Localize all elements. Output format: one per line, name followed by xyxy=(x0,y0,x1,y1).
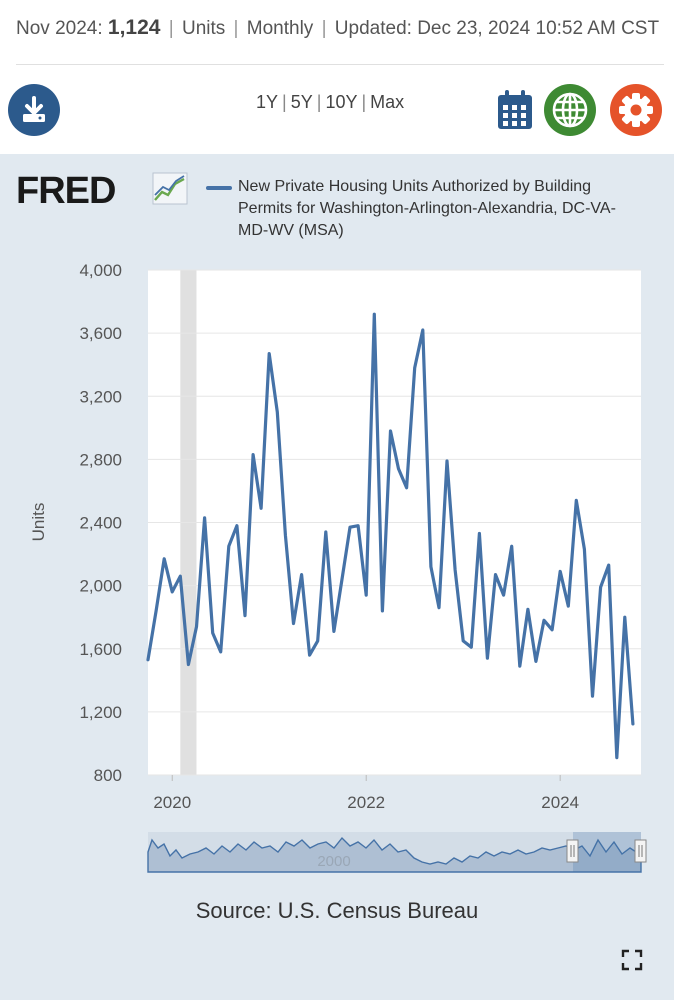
download-icon xyxy=(23,96,45,122)
updated-timestamp: Dec 23, 2024 10:52 AM CST xyxy=(417,18,660,39)
header-divider xyxy=(16,64,664,65)
fred-logo: FRED xyxy=(16,170,192,215)
date-range-selector: 1Y | 5Y | 10Y | Max xyxy=(256,92,405,112)
navigator-selection xyxy=(573,832,641,872)
download-button[interactable] xyxy=(8,84,60,136)
trend-icon xyxy=(152,172,188,205)
map-button[interactable] xyxy=(544,84,596,136)
source-note: Source: U.S. Census Bureau xyxy=(195,898,479,923)
navigator-handle-right[interactable] xyxy=(634,839,647,863)
range-navigator[interactable]: 2000 xyxy=(0,828,674,888)
calendar-button[interactable] xyxy=(495,88,535,132)
series-summary: Nov 2024: 1,124 | Units | Monthly | Upda… xyxy=(16,16,660,39)
calendar-icon xyxy=(498,90,532,129)
legend-swatch xyxy=(206,186,232,190)
units-label: Units xyxy=(181,18,226,39)
range-10y[interactable]: 10Y xyxy=(325,92,358,112)
globe-icon xyxy=(552,92,588,128)
legend-label: New Private Housing Units Authorized by … xyxy=(238,178,616,239)
range-5y[interactable]: 5Y xyxy=(290,92,313,112)
frequency-label: Monthly xyxy=(246,18,314,39)
latest-value: 1,124 xyxy=(107,16,161,39)
range-1y[interactable]: 1Y xyxy=(256,92,279,112)
navigator-series xyxy=(147,836,642,873)
period-label: Nov 2024: xyxy=(16,18,103,39)
settings-button[interactable] xyxy=(610,84,662,136)
updated-label: Updated: xyxy=(334,18,412,39)
fullscreen-button[interactable] xyxy=(620,948,644,972)
fullscreen-icon xyxy=(621,949,643,971)
gear-icon xyxy=(619,93,653,127)
navigator-year-label: 2000 xyxy=(317,853,350,870)
range-max[interactable]: Max xyxy=(370,92,405,112)
navigator-handle-left[interactable] xyxy=(566,839,579,863)
fred-logo-text: FRED xyxy=(16,170,115,210)
